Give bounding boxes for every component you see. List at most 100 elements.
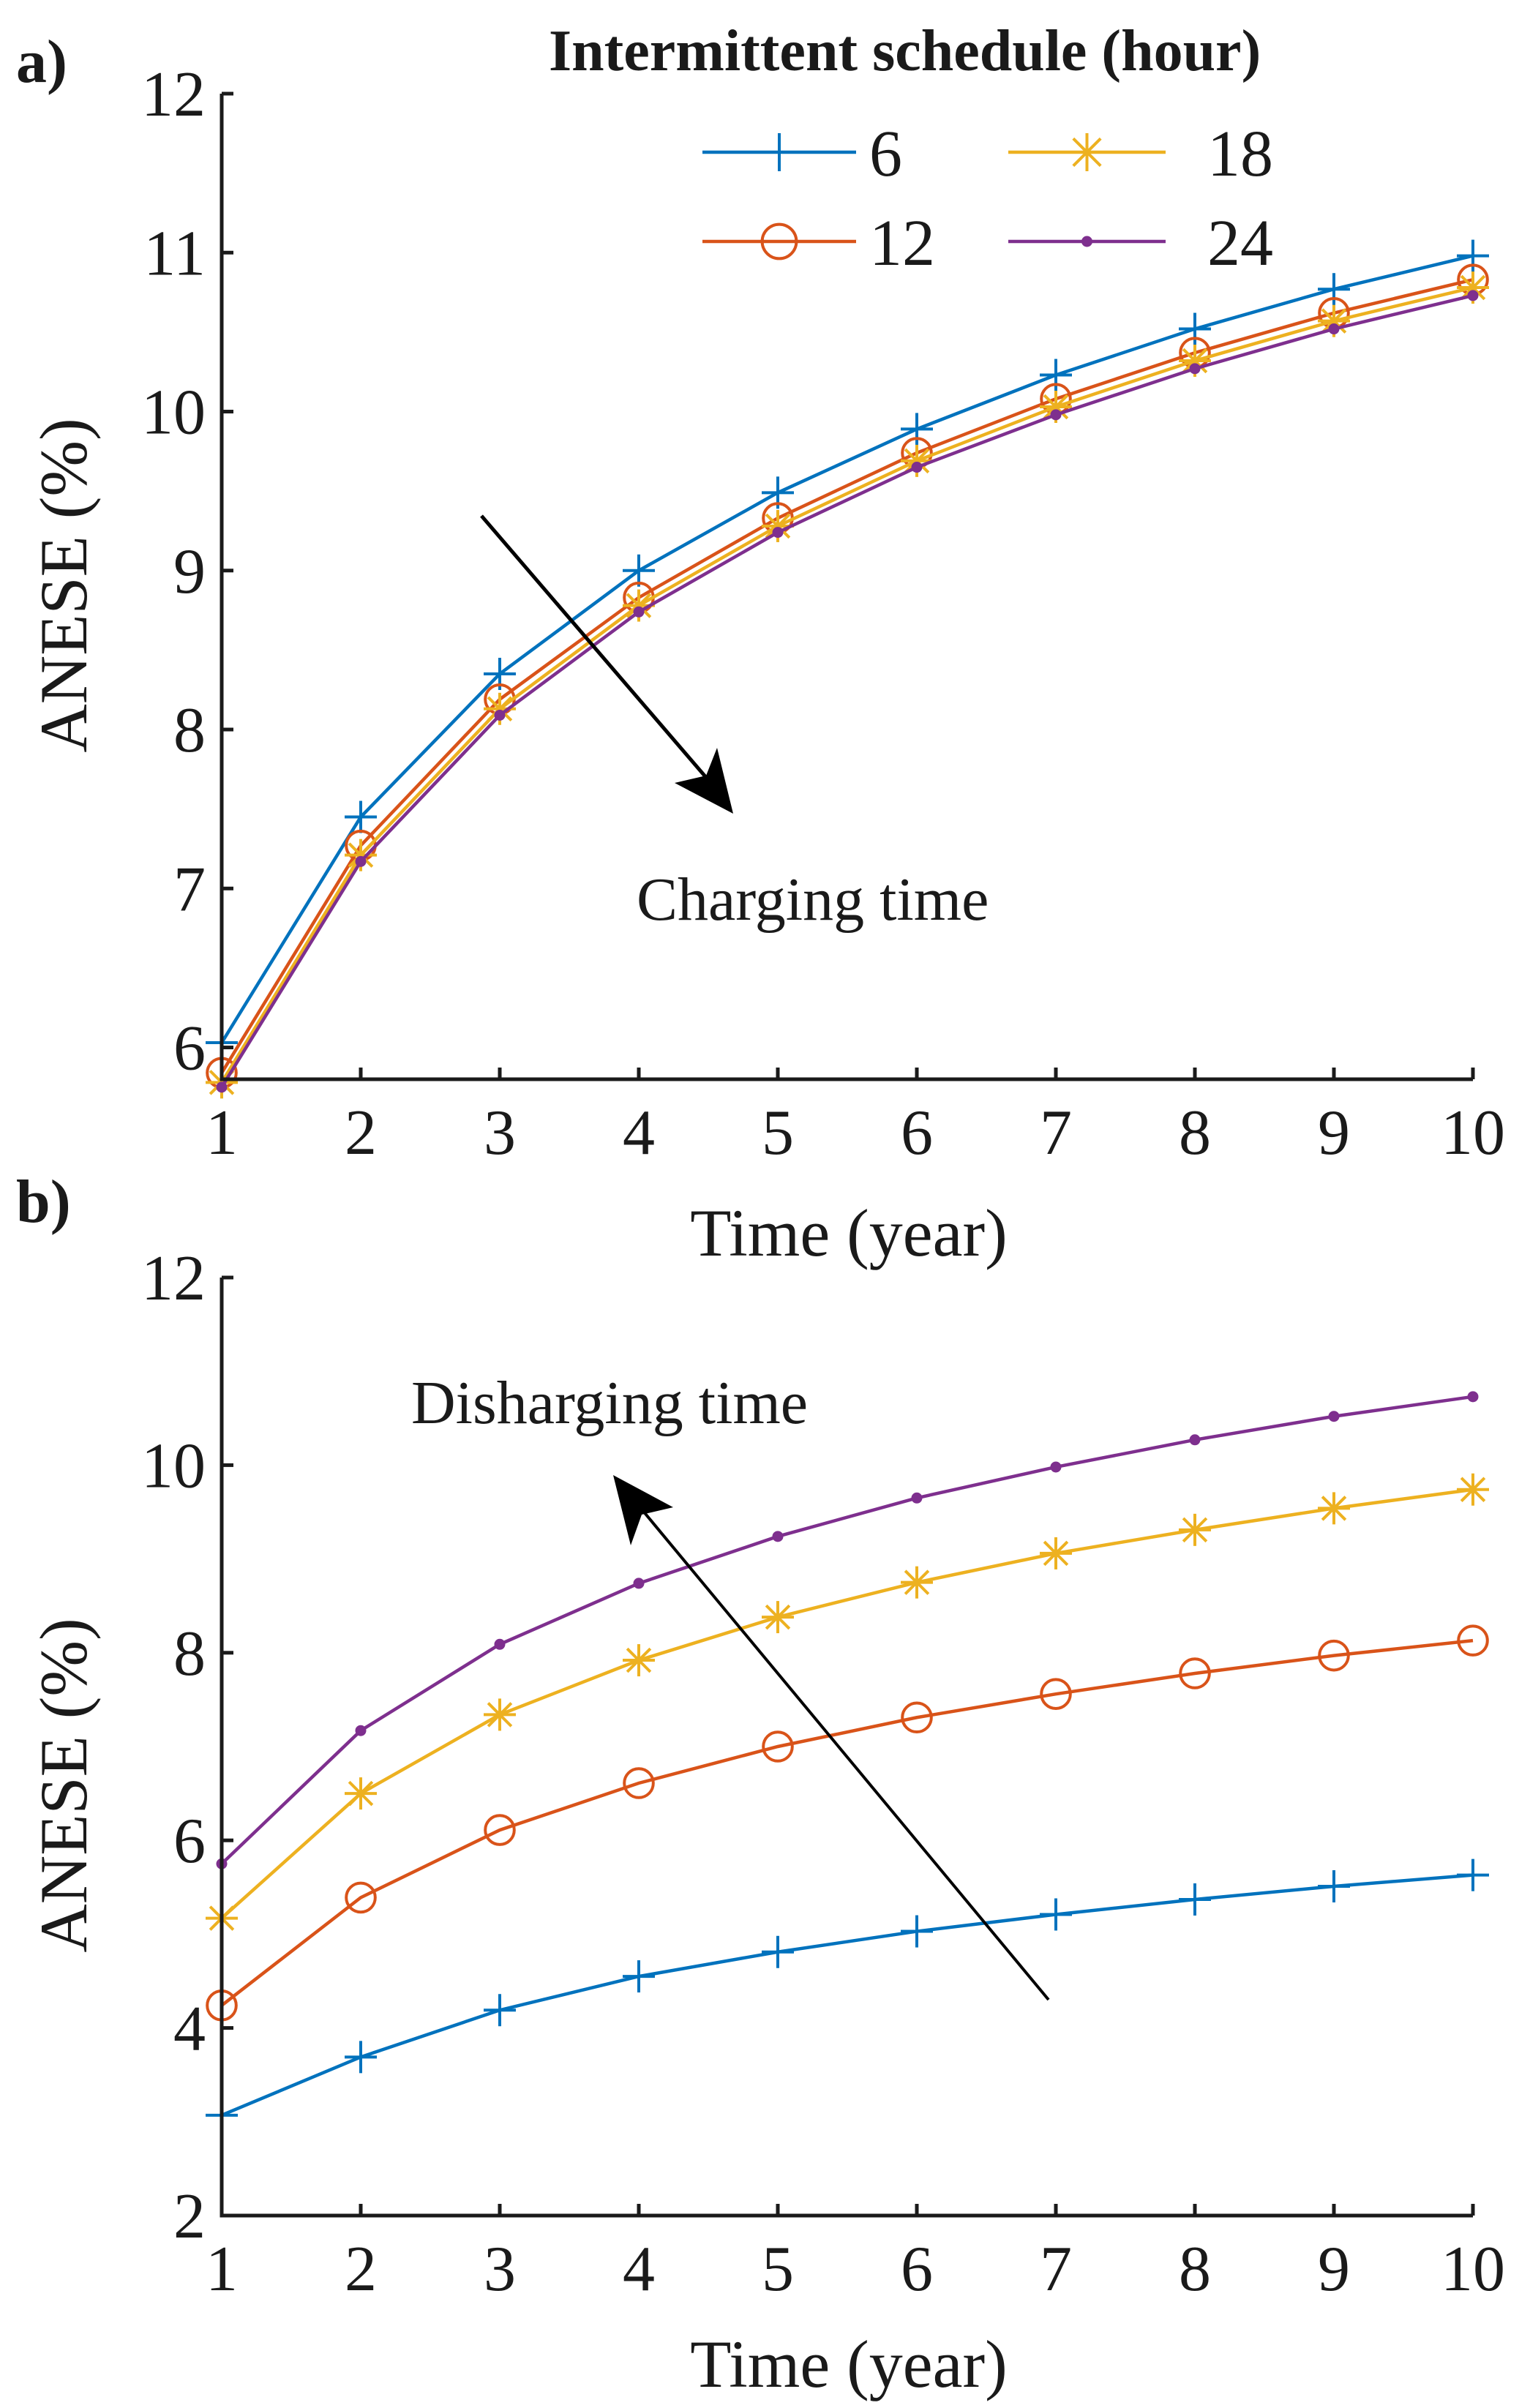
data-point xyxy=(345,1881,377,1914)
data-point xyxy=(1040,1898,1072,1931)
data-point xyxy=(762,1730,794,1763)
x-axis-label-a: Time (year) xyxy=(690,1196,1008,1270)
series-line xyxy=(220,278,1474,1074)
data-point xyxy=(1179,1657,1211,1689)
annotation-discharging-time: Disharging time xyxy=(411,1369,808,1437)
data-point xyxy=(1179,1883,1211,1916)
data-point xyxy=(1040,359,1072,391)
legend-entry-12: 12 xyxy=(702,207,935,280)
data-point xyxy=(494,1638,506,1650)
series-24h xyxy=(216,290,1479,1093)
y-tick-label: 4 xyxy=(173,1994,206,2065)
series-line xyxy=(220,254,1474,1044)
x-axis-label-b: Time (year) xyxy=(690,2327,1008,2401)
y-tick-label: 8 xyxy=(173,695,206,766)
legend-label: 6 xyxy=(869,118,902,190)
data-point xyxy=(1318,1639,1350,1672)
data-point xyxy=(1050,409,1062,421)
data-point xyxy=(623,1644,655,1677)
data-point xyxy=(1179,1513,1211,1546)
data-point xyxy=(484,1994,516,2027)
series-line xyxy=(220,1638,1474,2007)
x-tick-label: 2 xyxy=(345,1098,377,1169)
data-point xyxy=(1040,1537,1072,1569)
y-axis-label-b: ANESE (%) xyxy=(26,1618,101,1952)
data-point xyxy=(1328,323,1340,335)
data-point xyxy=(494,709,506,721)
legend-entry-6: 6 xyxy=(702,118,902,190)
axes-b xyxy=(220,1278,1473,2218)
data-point xyxy=(623,1960,655,1993)
y-tick-label: 12 xyxy=(141,1243,206,1314)
y-tick-label: 6 xyxy=(173,1013,206,1084)
data-point xyxy=(484,1698,516,1731)
y-tick-label: 7 xyxy=(173,854,206,925)
data-point xyxy=(901,1701,933,1734)
legend-marker xyxy=(1068,133,1106,171)
annotation-charging-time: Charging time xyxy=(637,866,989,934)
series-6h xyxy=(206,239,1489,1059)
data-point xyxy=(623,554,655,587)
x-tick-label: 5 xyxy=(762,2234,794,2305)
data-point xyxy=(772,527,784,539)
x-tick-label: 6 xyxy=(901,1098,933,1169)
x-tick-label: 3 xyxy=(484,1098,516,1169)
series-24h xyxy=(216,1391,1479,1869)
y-tick-label: 2 xyxy=(173,2181,206,2252)
data-point xyxy=(484,1814,516,1846)
data-point xyxy=(1040,1678,1072,1711)
data-point xyxy=(1457,1624,1489,1657)
data-point xyxy=(633,606,645,618)
x-tick-label: 10 xyxy=(1441,2234,1505,2305)
data-point xyxy=(901,1566,933,1599)
data-point xyxy=(633,1578,645,1589)
series-18h xyxy=(206,1473,1489,1935)
data-point xyxy=(345,2041,377,2074)
data-point xyxy=(1457,1858,1489,1891)
data-point xyxy=(762,1935,794,1968)
axis-lines xyxy=(220,1278,1473,2218)
charging-arrow-head xyxy=(675,748,733,814)
data-point xyxy=(1189,363,1201,375)
data-point xyxy=(1189,1434,1201,1446)
data-point xyxy=(1318,1870,1350,1903)
legend-entry-18: 18 xyxy=(1008,118,1273,190)
series-line xyxy=(220,1488,1474,1920)
x-tick-label: 8 xyxy=(1179,2234,1211,2305)
data-point xyxy=(345,800,377,833)
data-point xyxy=(772,1531,784,1542)
data-point xyxy=(1318,273,1350,306)
data-point xyxy=(901,1915,933,1948)
legend-label: 12 xyxy=(869,207,935,280)
series-12h xyxy=(206,263,1489,1089)
series-group-b xyxy=(206,1391,1489,2131)
axis-lines xyxy=(220,94,1473,1081)
x-tick-label: 5 xyxy=(762,1098,794,1169)
legend-marker xyxy=(760,133,798,171)
x-tick-label: 1 xyxy=(206,2234,238,2305)
data-point xyxy=(1050,1461,1062,1473)
legend-entries: 6 18 12 24 xyxy=(702,118,1273,280)
legend-marker xyxy=(760,222,798,260)
legend-entry-24: 24 xyxy=(1008,207,1273,280)
series-group-a xyxy=(206,239,1489,1099)
y-tick-label: 8 xyxy=(173,1619,206,1689)
y-tick-label: 11 xyxy=(143,218,206,289)
data-point xyxy=(216,1081,228,1093)
axes-a xyxy=(220,94,1473,1081)
legend-marker xyxy=(1081,236,1092,247)
x-tick-label: 6 xyxy=(901,2234,933,2305)
discharging-arrow-shaft xyxy=(634,1500,1050,2001)
data-point xyxy=(1318,1492,1350,1525)
legend-title: Intermittent schedule (hour) xyxy=(549,19,1261,83)
x-tick-label: 8 xyxy=(1179,1098,1211,1169)
x-tick-label: 4 xyxy=(623,1098,655,1169)
x-tick-label: 4 xyxy=(623,2234,655,2305)
panel-label-a: a) xyxy=(16,28,67,96)
data-point xyxy=(1328,1411,1340,1422)
series-18h xyxy=(206,271,1489,1099)
data-point xyxy=(1467,1391,1479,1403)
x-tick-label: 3 xyxy=(484,2234,516,2305)
